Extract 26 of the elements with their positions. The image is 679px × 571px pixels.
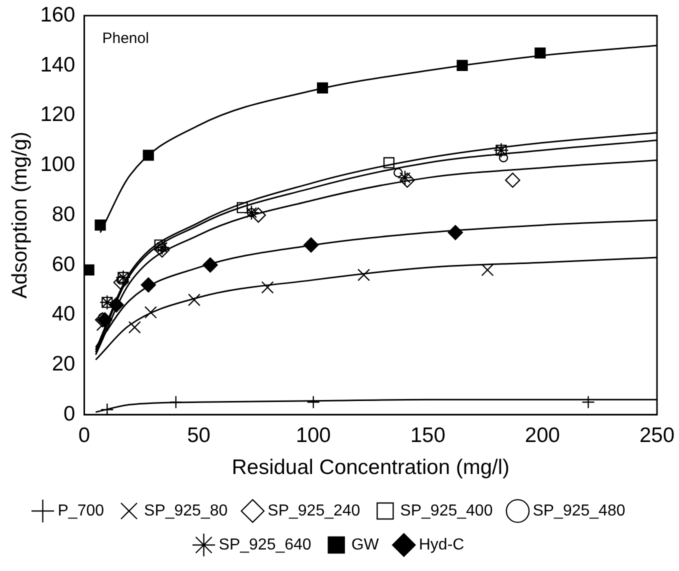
x-tick-label: 0 bbox=[78, 424, 90, 447]
annotation: Phenol bbox=[102, 30, 149, 48]
y-tick-label: 120 bbox=[40, 103, 76, 126]
legend-label: SP_925_80 bbox=[144, 502, 228, 520]
y-tick-label: 40 bbox=[52, 302, 76, 326]
legend-label: SP_925_480 bbox=[532, 502, 626, 520]
y-tick-label: 0 bbox=[64, 402, 76, 426]
y-axis-title: Adsorption (mg/g) bbox=[8, 132, 32, 299]
y-tick-label: 100 bbox=[40, 153, 76, 176]
x-tick-label: 200 bbox=[524, 424, 560, 447]
x-tick-label: 100 bbox=[296, 424, 331, 447]
x-axis-title: Residual Concentration (mg/l) bbox=[232, 456, 510, 480]
y-tick-label: 140 bbox=[40, 53, 76, 76]
legend-label: SP_925_240 bbox=[268, 502, 360, 520]
legend-label: GW bbox=[351, 536, 380, 554]
y-tick-label: 160 bbox=[40, 3, 76, 26]
legend-label: P_700 bbox=[58, 502, 104, 520]
x-tick-label: 50 bbox=[187, 424, 210, 447]
y-tick-label: 80 bbox=[52, 202, 76, 226]
legend-label: SP_925_400 bbox=[400, 502, 493, 520]
x-tick-label: 250 bbox=[639, 424, 675, 447]
x-tick-label: 150 bbox=[410, 424, 446, 447]
y-tick-label: 60 bbox=[52, 252, 76, 276]
y-tick-label: 20 bbox=[52, 352, 76, 376]
legend-label: SP_925_640 bbox=[218, 536, 312, 554]
legend-label: Hyd-C bbox=[418, 536, 464, 554]
